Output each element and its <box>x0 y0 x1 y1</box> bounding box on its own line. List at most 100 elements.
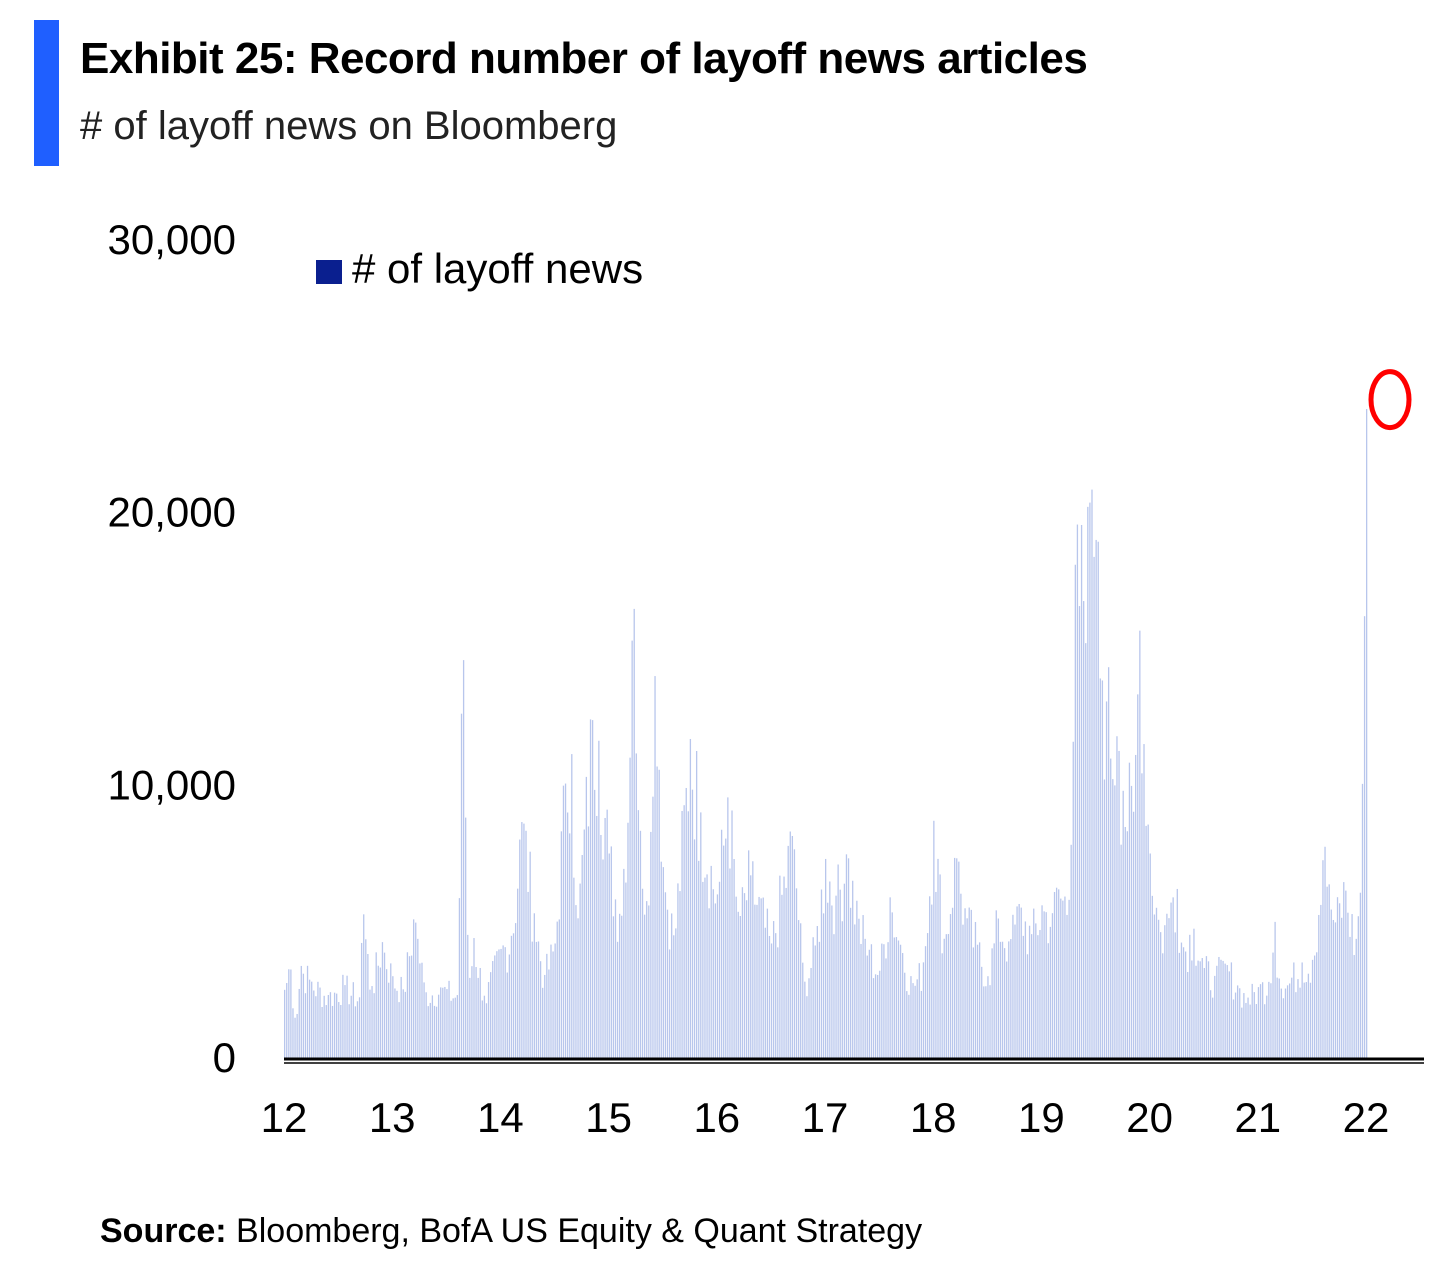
bar <box>929 896 931 1058</box>
bar <box>650 831 652 1058</box>
bar <box>465 817 467 1058</box>
bar <box>1047 943 1049 1058</box>
bar <box>1120 844 1122 1058</box>
bar <box>475 967 477 1058</box>
bar <box>450 1000 452 1058</box>
bar <box>1151 895 1153 1058</box>
bar <box>564 783 567 1058</box>
bar <box>566 812 569 1058</box>
bar <box>1164 925 1166 1058</box>
bar <box>1020 907 1022 1058</box>
bar <box>874 974 877 1058</box>
bar <box>814 945 816 1058</box>
x-axis <box>284 1057 1424 1064</box>
bar <box>1039 930 1041 1058</box>
bar <box>710 865 712 1058</box>
bar <box>895 937 898 1058</box>
bar <box>631 640 633 1058</box>
bar <box>1026 954 1029 1058</box>
bar <box>608 853 610 1058</box>
bar <box>877 974 879 1058</box>
bar <box>329 992 332 1058</box>
bar <box>845 854 848 1058</box>
bar <box>531 941 533 1058</box>
bar <box>623 868 625 1058</box>
bar <box>743 893 746 1058</box>
bar <box>666 909 669 1058</box>
bar <box>1180 942 1183 1058</box>
bar <box>396 990 398 1058</box>
bar <box>945 934 947 1058</box>
bar <box>1116 736 1118 1058</box>
x-tick-label: 14 <box>477 1094 524 1141</box>
bar <box>431 995 434 1058</box>
bar <box>793 849 796 1058</box>
bar <box>737 911 739 1058</box>
bar <box>596 815 598 1058</box>
bar <box>671 913 673 1058</box>
bar <box>731 810 733 1058</box>
bar <box>1297 979 1299 1058</box>
accent-bar <box>34 20 59 166</box>
bar <box>756 904 758 1058</box>
bar <box>860 943 862 1058</box>
bar <box>1357 916 1359 1058</box>
bar <box>914 985 916 1058</box>
bar <box>962 924 964 1058</box>
bar <box>1068 899 1070 1058</box>
y-tick-label: 20,000 <box>108 489 236 536</box>
bar <box>1118 750 1120 1058</box>
bar <box>1326 886 1328 1058</box>
bar <box>827 902 829 1058</box>
bar <box>1338 903 1341 1058</box>
bar <box>612 916 615 1058</box>
bar <box>514 923 517 1058</box>
bar <box>758 896 760 1058</box>
bar <box>1366 409 1368 1058</box>
bar <box>1085 643 1087 1058</box>
bar <box>787 845 789 1058</box>
bar <box>652 796 654 1058</box>
bar <box>1189 934 1191 1058</box>
bar <box>1012 914 1014 1058</box>
bar <box>1272 952 1274 1058</box>
bar <box>1031 934 1033 1058</box>
bar <box>1137 694 1139 1058</box>
bar <box>687 811 689 1058</box>
bar <box>512 933 515 1058</box>
bar <box>901 953 904 1058</box>
bar <box>939 874 941 1058</box>
x-tick-label: 17 <box>802 1094 849 1141</box>
bar <box>508 954 511 1058</box>
bar <box>1303 982 1305 1058</box>
bar <box>833 934 835 1058</box>
bar <box>1193 928 1195 1058</box>
bar <box>1124 826 1126 1058</box>
bar <box>1286 985 1289 1058</box>
bar <box>338 1002 340 1058</box>
bar <box>288 969 290 1058</box>
bar <box>1014 924 1016 1058</box>
bar <box>467 934 469 1058</box>
bar <box>616 941 619 1058</box>
bar <box>1168 918 1170 1058</box>
bar <box>1351 914 1353 1058</box>
bar <box>812 937 814 1058</box>
bar <box>433 1005 436 1058</box>
bar <box>1247 997 1249 1058</box>
x-axis-ticks: 12 13 14 15 16 17 18 19 20 21 22 <box>261 1094 1390 1141</box>
bar <box>1110 758 1112 1058</box>
bar <box>544 974 546 1058</box>
bar <box>619 913 621 1058</box>
bar <box>854 924 856 1058</box>
bar <box>864 938 866 1058</box>
x-tick-label: 19 <box>1018 1094 1065 1141</box>
bar <box>964 908 966 1058</box>
bar <box>1305 982 1307 1058</box>
bar <box>1176 888 1178 1058</box>
bar <box>1160 932 1162 1058</box>
bar <box>960 893 962 1058</box>
bar <box>427 1006 429 1058</box>
bar <box>1270 983 1272 1058</box>
bar <box>325 1005 327 1058</box>
